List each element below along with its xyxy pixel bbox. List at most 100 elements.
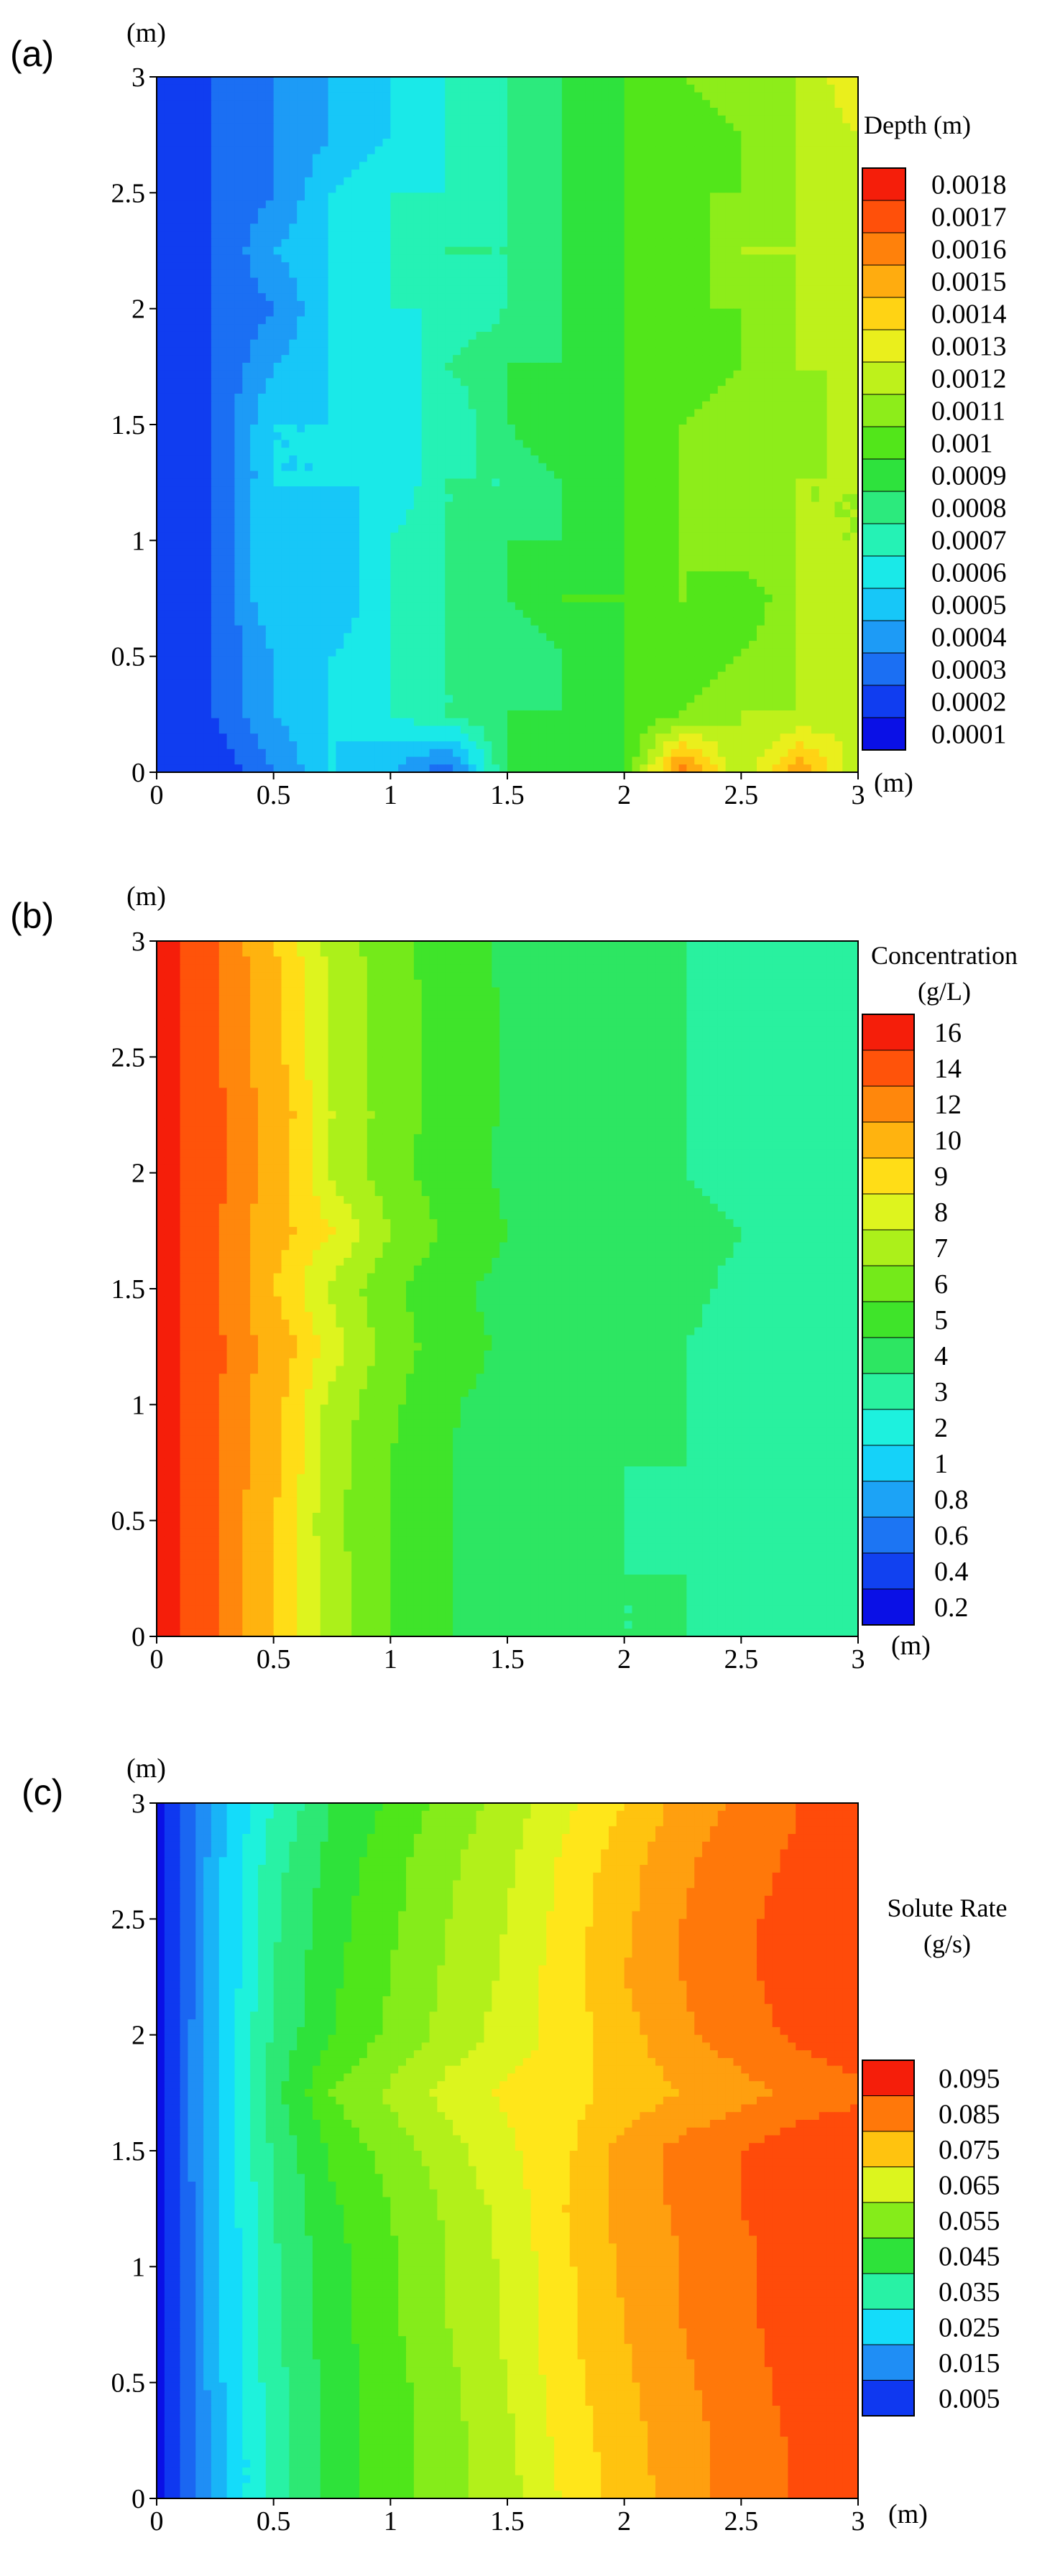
contour-cell [484,300,492,310]
contour-cell [437,339,446,348]
contour-cell [437,77,446,85]
contour-cell [157,269,165,279]
contour-cell [616,316,625,325]
contour-cell [234,154,243,162]
contour-cell [344,339,352,348]
contour-cell [796,300,804,310]
contour-cell [218,401,228,410]
contour-cell [608,200,617,209]
contour-cell [336,246,344,255]
contour-cell [476,285,485,294]
contour-cell [226,277,236,286]
contour-cell [686,401,695,410]
contour-cell [647,193,656,201]
contour-cell [250,246,259,255]
contour-cell [234,455,243,464]
contour-cell [203,393,212,402]
contour-cell [608,269,617,279]
contour-cell [733,231,742,240]
contour-cell [413,401,423,410]
contour-cell [826,146,836,155]
contour-cell [647,478,656,487]
contour-cell [367,478,376,487]
contour-cell [733,463,742,472]
contour-cell [281,177,290,186]
contour-cell [421,494,430,503]
contour-cell [577,347,586,356]
contour-cell [569,370,579,379]
contour-cell [530,139,539,147]
contour-cell [670,378,680,386]
contour-cell [305,262,313,271]
contour-cell [336,170,344,178]
contour-cell [569,139,579,147]
contour-cell [437,448,446,456]
contour-cell [772,92,781,101]
contour-cell [382,162,391,170]
contour-cell [702,300,711,310]
contour-cell [398,370,407,379]
contour-cell [297,84,305,93]
contour-cell [273,223,282,232]
contour-cell [515,77,524,85]
contour-cell [476,378,485,386]
contour-cell [647,139,656,147]
contour-cell [203,216,212,224]
contour-cell [468,293,477,302]
contour-cell [694,108,703,116]
contour-cell [273,154,282,162]
contour-cell [522,100,532,108]
contour-cell [390,432,399,441]
contour-cell [733,216,742,224]
contour-cell [445,370,453,379]
contour-cell [398,440,407,448]
contour-cell [803,471,812,479]
contour-cell [460,393,469,402]
contour-cell [764,193,773,201]
contour-cell [655,425,664,433]
contour-cell [180,185,188,193]
contour-cell [717,100,727,108]
contour-cell [709,494,719,503]
contour-cell [803,154,812,162]
contour-cell [577,386,586,394]
contour-cell [632,246,640,255]
contour-cell [180,347,188,356]
contour-cell [678,177,688,186]
contour-cell [351,146,360,155]
contour-cell [499,269,508,279]
contour-cell [406,154,415,162]
contour-cell [601,77,609,85]
contour-cell [406,440,415,448]
contour-cell [780,409,788,417]
contour-cell [390,486,399,495]
contour-cell [686,177,695,186]
contour-cell [499,108,508,116]
contour-cell [180,440,188,448]
contour-cell [406,77,415,85]
contour-cell [413,238,423,248]
contour-cell [850,123,858,131]
contour-cell [826,208,836,217]
contour-cell [437,478,446,487]
contour-cell [429,347,438,356]
contour-cell [522,494,532,503]
contour-cell [842,386,851,394]
contour-cell [826,131,836,139]
contour-cell [242,494,251,503]
contour-cell [749,246,757,255]
contour-cell [686,185,695,193]
contour-cell [468,200,477,209]
contour-cell [749,123,757,131]
contour-cell [445,238,453,248]
contour-cell [344,501,352,510]
contour-cell [445,425,453,433]
contour-cell [250,386,259,394]
contour-cell [218,339,228,348]
contour-cell [429,77,438,85]
contour-cell [647,154,656,162]
contour-cell [305,246,313,255]
contour-cell [312,293,321,302]
contour-cell [476,316,485,325]
contour-cell [390,200,399,209]
